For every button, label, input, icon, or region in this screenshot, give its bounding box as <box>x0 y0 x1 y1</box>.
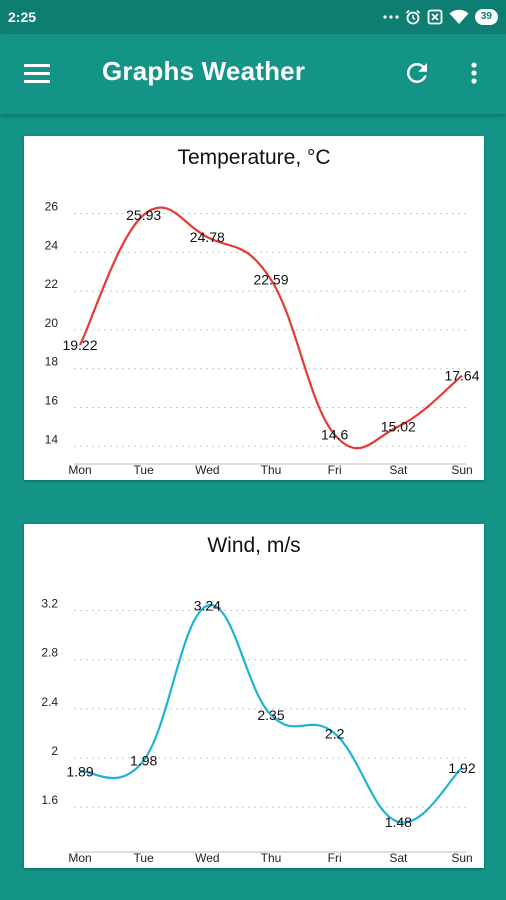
wifi-icon <box>449 9 469 25</box>
wind-data-label: 1.98 <box>130 752 157 768</box>
temperature-chart: Temperature, °C 14 16 18 20 22 24 26 Mon Tue Wed Th… <box>45 146 480 477</box>
wind-x-tick-label: Wed <box>195 851 219 865</box>
wind-x-tick-label: Thu <box>261 851 282 865</box>
wind-y-tick-label: 2.4 <box>41 695 58 709</box>
dots-icon <box>383 14 399 20</box>
status-bar: 2:25 39 <box>0 0 506 34</box>
temperature-data-label: 25.93 <box>126 207 161 223</box>
temperature-y-tick-label: 16 <box>45 394 59 408</box>
alarm-icon <box>405 9 421 25</box>
temperature-data-label: 19.22 <box>62 337 97 353</box>
temperature-data-label: 22.59 <box>253 272 288 288</box>
temperature-x-tick-label: Mon <box>68 463 91 477</box>
temperature-chart-title: Temperature, °C <box>177 146 330 169</box>
temperature-data-label: 17.64 <box>444 368 479 384</box>
more-options-button[interactable] <box>462 58 486 88</box>
temperature-y-tick-label: 20 <box>45 316 59 330</box>
wind-data-label: 3.24 <box>194 598 221 614</box>
refresh-icon <box>406 62 427 83</box>
temperature-x-tick-label: Fri <box>328 463 342 477</box>
battery-icon: 39 <box>474 9 498 25</box>
temperature-series-line <box>79 206 463 450</box>
temperature-data-label: 14.6 <box>321 427 348 443</box>
wind-card: Wind, m/s 1.6 2 2.4 2.8 3.2 Mon Tue Wed Thu Fri Sat… <box>24 524 484 868</box>
wind-chart: Wind, m/s 1.6 2 2.4 2.8 3.2 Mon Tue Wed Thu Fri Sat… <box>41 534 476 865</box>
wind-data-label: 1.89 <box>66 764 93 780</box>
wind-data-label: 1.48 <box>385 814 412 830</box>
temperature-card: Temperature, °C 14 16 18 20 22 24 26 Mon Tue Wed Th… <box>24 136 484 480</box>
sim-icon <box>427 9 443 25</box>
temperature-y-tick-label: 22 <box>45 277 59 291</box>
wind-y-tick-label: 3.2 <box>41 597 58 611</box>
temperature-data-label: 24.78 <box>190 229 225 245</box>
wind-data-label: 1.92 <box>448 760 475 776</box>
temperature-y-tick-label: 24 <box>45 238 59 252</box>
wind-x-tick-label: Mon <box>68 851 91 865</box>
temperature-x-tick-label: Thu <box>261 463 282 477</box>
menu-icon <box>24 64 50 83</box>
wind-data-label: 2.35 <box>257 707 284 723</box>
wind-y-tick-label: 1.6 <box>41 793 58 807</box>
wind-y-tick-label: 2.8 <box>41 646 58 660</box>
temperature-x-tick-label: Wed <box>195 463 219 477</box>
wind-series-line <box>79 604 463 824</box>
temperature-y-tick-label: 18 <box>45 355 59 369</box>
wind-x-tick-label: Tue <box>134 851 155 865</box>
status-time: 2:25 <box>8 9 37 25</box>
app-bar: Graphs Weather <box>0 34 506 114</box>
temperature-y-tick-label: 26 <box>45 200 59 214</box>
refresh-button[interactable] <box>402 58 432 88</box>
temperature-y-tick-label: 14 <box>45 432 59 446</box>
wind-x-tick-label: Sat <box>389 851 408 865</box>
menu-button[interactable] <box>22 60 56 88</box>
wind-data-label: 2.2 <box>325 725 345 741</box>
battery-level: 39 <box>480 11 492 22</box>
temperature-x-tick-label: Sat <box>389 463 408 477</box>
wind-x-tick-label: Sun <box>451 851 472 865</box>
wind-x-tick-label: Fri <box>328 851 342 865</box>
temperature-data-label: 15.02 <box>381 419 416 435</box>
temperature-x-tick-label: Tue <box>134 463 155 477</box>
wind-chart-title: Wind, m/s <box>207 534 300 557</box>
app-title: Graphs Weather <box>102 56 306 86</box>
temperature-x-tick-label: Sun <box>451 463 472 477</box>
more-vert-icon <box>471 62 477 84</box>
status-icons: 39 <box>383 8 498 26</box>
wind-y-tick-label: 2 <box>51 744 58 758</box>
